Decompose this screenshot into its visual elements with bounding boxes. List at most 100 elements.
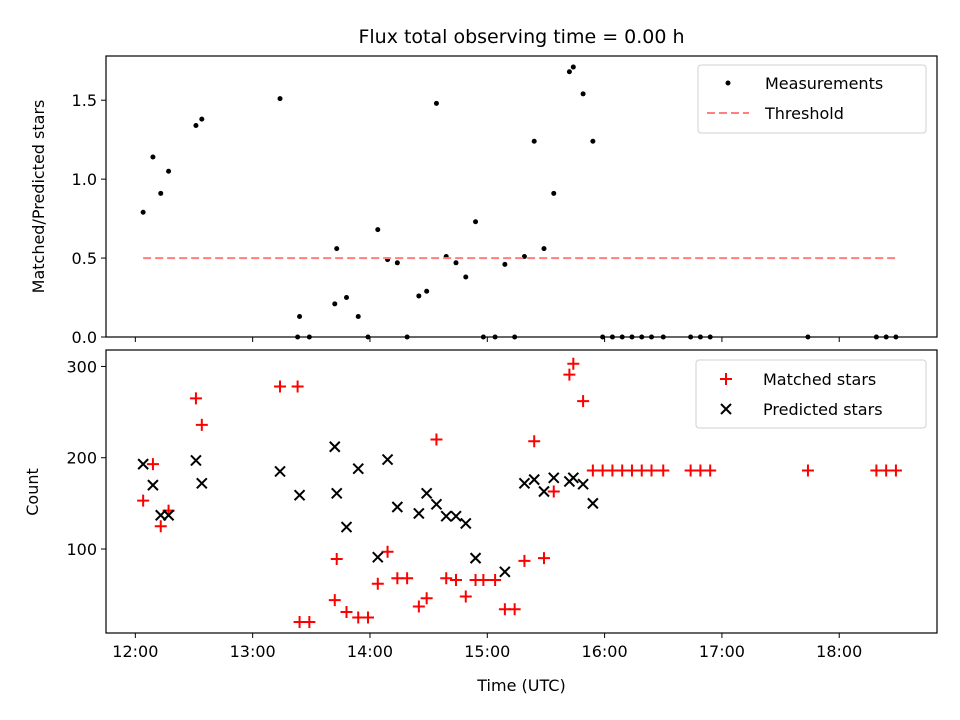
x-axis-label: Time (UTC) [476,676,565,695]
measurement-point [580,91,586,97]
matched-point [567,357,580,370]
measurement-point [531,138,537,144]
matched-point [430,433,443,446]
matched-point [340,606,353,619]
legend-predicted: Predicted stars [763,400,883,419]
measurement-point [541,246,547,252]
predicted-point [538,485,550,498]
top-panel: 0.0 0.5 1.0 1.5 Matched/Predicted stars Mea… [29,55,938,347]
measurement-point [334,246,340,252]
predicted-point [577,478,589,490]
matched-point [274,380,287,393]
matched-point [381,545,394,558]
matched-point [645,464,658,477]
bottom-ticks: 12:00 13:00 14:00 15:00 16:00 17:00 18:00 100 20… [66,357,862,661]
predicted-point [391,501,404,513]
matched-point [537,552,550,565]
x-tick-label: 15:00 [464,642,510,661]
measurement-point [166,168,172,174]
matched-point [330,553,343,566]
matched-point [518,554,531,567]
y-tick-label: 1.5 [72,91,97,110]
predicted-point [147,479,159,491]
x-tick-label: 12:00 [112,642,158,661]
predicted-point [372,551,384,563]
matched-point [449,574,462,587]
measurement-point [551,190,557,196]
matched-point [577,395,590,408]
x-tick-label: 14:00 [347,642,393,661]
top-axes-frame [105,55,938,338]
matched-point [189,392,202,405]
measurement-point [140,209,146,215]
bottom-legend: Matched stars Predicted stars [695,359,927,429]
measurement-point [473,219,479,225]
legend-measurements: Measurements [765,74,883,93]
predicted-point [499,566,511,578]
matched-point [704,464,717,477]
matched-point [137,494,150,507]
matched-point [195,418,208,431]
top-y-axis-label: Matched/Predicted stars [29,100,48,294]
matched-point [412,600,425,613]
matched-legend-marker [720,373,732,385]
measurement-point [590,138,596,144]
matched-point [889,464,902,477]
measurement-point [150,154,156,160]
matched-point [420,592,433,605]
measurement-point [463,274,469,280]
matched-point [459,590,472,603]
matched-point [477,574,490,587]
matched-point [362,611,375,624]
measurement-point [332,301,338,307]
top-legend-box [697,64,927,134]
measurement-point [394,260,400,266]
measurement-point [424,288,430,294]
measurement-point [344,295,350,301]
predicted-point [329,441,341,453]
bottom-points [137,357,902,629]
measurement-point [355,313,361,319]
predicted-point [413,507,425,520]
predicted-point [352,462,364,475]
predicted-point [340,521,353,533]
bottom-legend-box [695,359,927,429]
matched-point [154,520,167,533]
predicted-point [528,473,540,486]
predicted-point [548,472,560,484]
measurement-point [158,190,164,196]
matched-point [528,435,541,448]
predicted-point [587,497,599,510]
predicted-point [450,510,462,522]
bottom-axes-frame [105,349,938,634]
matched-point [371,577,384,590]
predicted-point [274,465,286,478]
predicted-point [137,458,149,470]
y-tick-label: 200 [66,449,97,468]
measurement-point [433,100,439,106]
measurement-point [521,253,527,259]
matched-point [401,572,414,585]
predicted-point [196,477,208,489]
predicted-point [162,509,175,521]
chart-title: Flux total observing time = 0.00 h [358,26,684,48]
matched-point [508,603,521,616]
y-tick-label: 100 [66,540,97,559]
measurement-point [416,293,422,299]
predicted-point [420,487,433,500]
predicted-legend-marker [720,403,732,415]
predicted-point [190,454,202,467]
predicted-point [460,517,472,530]
y-tick-label: 0.5 [72,249,97,268]
x-tick-label: 18:00 [816,642,862,661]
matched-point [440,572,453,585]
matched-point [489,574,502,587]
matched-point [801,464,814,477]
measurement-point [453,260,459,266]
measurement-point [566,69,572,75]
x-tick-label: 16:00 [582,642,628,661]
predicted-point [430,498,443,510]
predicted-point [331,487,343,500]
matched-point [146,458,159,471]
